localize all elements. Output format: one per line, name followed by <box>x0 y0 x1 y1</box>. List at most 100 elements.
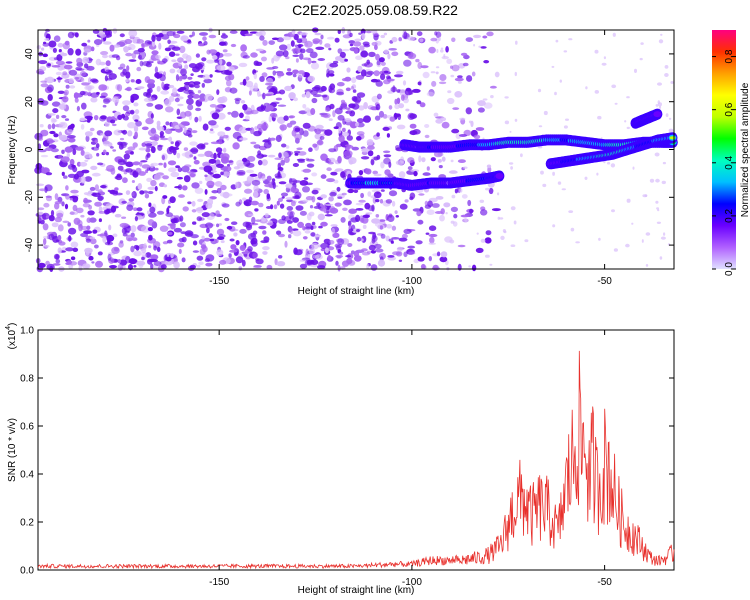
spectrogram-speckle <box>310 264 319 268</box>
spectrogram-speckle <box>172 148 177 156</box>
spectrogram-speckle <box>419 38 424 43</box>
spectrogram-speckle <box>65 262 71 265</box>
spectrogram-speckle <box>396 124 406 130</box>
spectrogram-speckle <box>480 209 488 216</box>
spectrogram-speckle <box>310 108 316 115</box>
spectrogram-speckle <box>264 82 274 86</box>
spectrogram-speckle <box>425 232 430 235</box>
spectrogram-speckle <box>403 228 412 234</box>
spectrogram-speckle <box>70 123 75 129</box>
spectrogram-speckle <box>475 127 485 131</box>
spectrogram-speckle <box>117 259 122 264</box>
spectrogram-speckle <box>194 116 199 123</box>
spectrogram-speckle <box>299 32 308 36</box>
spectrogram-speckle <box>84 159 89 162</box>
spectrogram-speckle <box>226 61 232 67</box>
spectrogram-speckle <box>314 128 322 135</box>
spectrogram-speckle <box>68 235 72 242</box>
spectrogram-speckle <box>247 213 254 217</box>
spectrogram-speckle <box>482 98 488 101</box>
spectrogram-speckle <box>186 98 194 105</box>
spectrogram-speckle <box>197 198 204 202</box>
spectrogram-speckle <box>130 96 135 103</box>
spectrogram-speckle <box>50 148 59 153</box>
spectrogram-speckle <box>224 75 231 81</box>
spectrogram-speckle <box>176 152 181 159</box>
spectrogram-speckle <box>304 107 311 113</box>
spectrogram-speckle <box>214 181 223 187</box>
spectrogram-speckle <box>255 219 261 222</box>
spectrogram-speckle <box>220 184 227 191</box>
spectrogram-speckle <box>118 241 124 248</box>
spectrogram-speckle <box>201 235 205 240</box>
spectrogram-speckle <box>293 150 301 154</box>
spectrogram-speckle <box>86 65 95 71</box>
spectrogram-speckle <box>89 127 95 132</box>
spectrogram-speckle <box>113 44 121 48</box>
spectrogram-speckle <box>373 173 382 177</box>
spectrogram-speckle <box>57 224 64 232</box>
spectrogram-speckle <box>358 199 366 203</box>
spectrogram-speckle <box>70 189 79 194</box>
spectrogram-speckle <box>92 192 101 197</box>
spectrogram-speckle <box>416 210 422 217</box>
spectrogram-speckle <box>157 144 163 151</box>
spectrogram-speckle <box>382 114 388 119</box>
spectrogram-speckle <box>665 113 669 117</box>
spectrogram-speckle <box>242 157 248 163</box>
spectrogram-speckle <box>428 256 432 262</box>
spectrogram-speckle <box>278 152 282 158</box>
spectrogram-speckle <box>146 177 153 182</box>
spectrogram-speckle <box>457 244 466 248</box>
spectrogram-speckle <box>175 74 180 82</box>
spectrogram-speckle <box>351 146 359 151</box>
spectrogram-speckle <box>80 124 85 130</box>
spectrogram-speckle <box>349 43 354 47</box>
spectrogram-speckle <box>161 81 165 89</box>
spectrogram-speckle <box>100 185 107 189</box>
spectrogram-speckle <box>201 212 210 218</box>
spectrogram-speckle <box>122 129 128 135</box>
spectrogram-speckle <box>430 71 436 74</box>
spectrogram-speckle <box>130 79 135 83</box>
spectrogram-speckle <box>56 212 64 218</box>
spectrogram-y-tick-label: 0 <box>24 146 35 152</box>
spectrogram-speckle <box>192 221 197 225</box>
spectrogram-speckle <box>335 56 342 61</box>
spectrogram-speckle <box>117 263 124 271</box>
spectrogram-speckle <box>611 84 617 89</box>
spectrogram-speckle <box>400 156 405 164</box>
spectrogram-speckle <box>208 158 217 164</box>
snr-multiplier-exponent: 4 <box>5 326 12 330</box>
spectrogram-speckle <box>134 131 139 139</box>
spectrogram-speckle <box>229 238 235 242</box>
spectrogram-y-tick-label: -40 <box>24 237 35 252</box>
spectrogram-speckle <box>462 62 469 67</box>
spectrogram-speckle <box>194 65 201 69</box>
spectrogram-speckle <box>355 55 363 61</box>
spectrogram-speckle <box>176 176 183 180</box>
spectrogram-speckle <box>439 74 447 81</box>
spectrogram-speckle <box>44 38 50 41</box>
spectrogram-speckle <box>327 70 335 75</box>
spectrogram-speckle <box>353 255 362 262</box>
spectrogram-speckle <box>319 135 325 140</box>
spectrogram-speckle <box>125 161 134 168</box>
spectrogram-speckle <box>524 239 529 243</box>
spectrogram-speckle <box>311 221 316 226</box>
spectrogram-speckle <box>537 146 543 149</box>
spectrogram-speckle <box>497 192 500 196</box>
spectrogram-speckle <box>337 29 341 34</box>
spectrogram-speckle <box>417 61 423 70</box>
spectrogram-speckle <box>340 99 346 104</box>
spectrogram-speckle <box>374 44 378 51</box>
spectrogram-speckle <box>211 112 220 120</box>
spectrogram-speckle <box>284 240 288 248</box>
spectrogram-speckle <box>216 223 220 228</box>
spectrogram-speckle <box>75 146 84 151</box>
spectrogram-speckle <box>350 217 359 223</box>
spectrogram-speckle <box>349 32 353 38</box>
spectrogram-speckle <box>178 122 186 129</box>
spectrogram-speckle <box>218 138 223 145</box>
spectrogram-speckle <box>170 252 174 259</box>
